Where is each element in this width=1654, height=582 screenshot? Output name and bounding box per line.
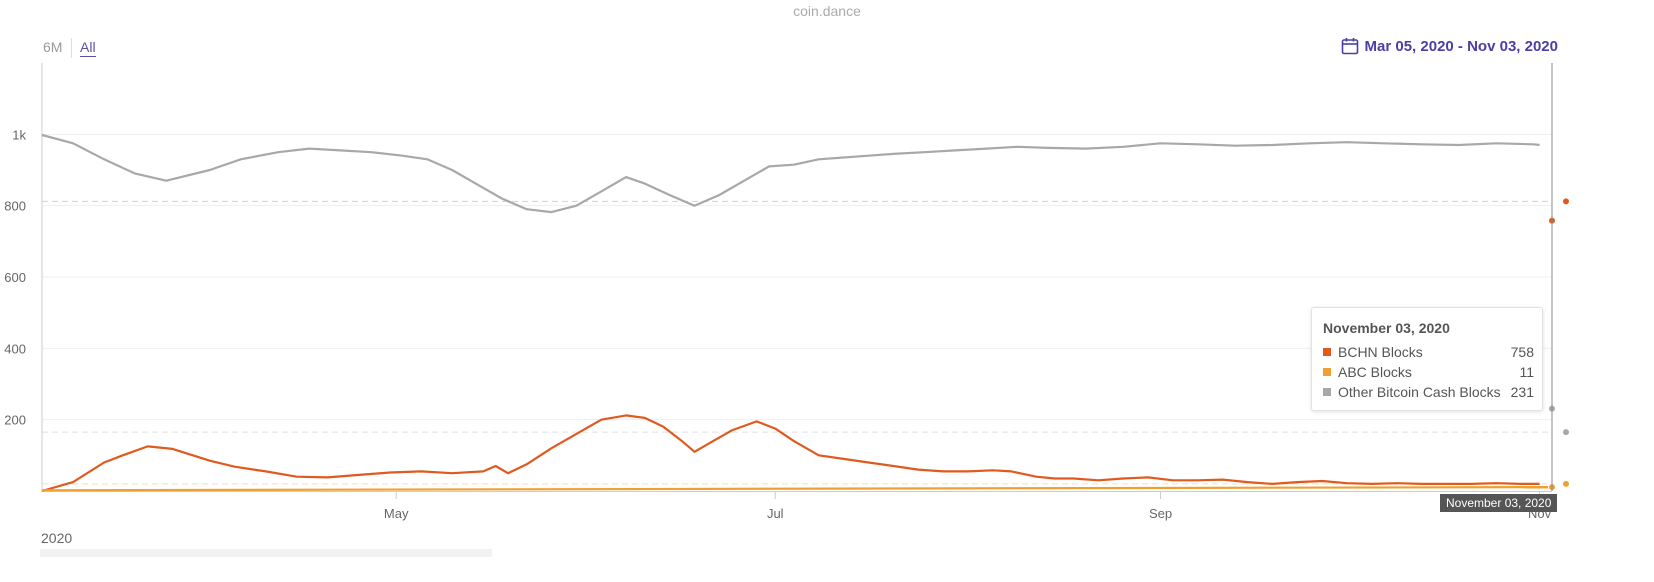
tooltip-series-value: 231 — [1510, 384, 1534, 400]
reference-line-marker — [1563, 198, 1569, 205]
series-line-other-bitcoin-cash-blocks — [41, 133, 1540, 214]
crosshair-date-label: November 03, 2020 — [1440, 494, 1558, 512]
tooltip-swatch-bchn — [1323, 348, 1331, 356]
y-tick-label: 200 — [4, 413, 26, 428]
tooltip-series-value: 758 — [1510, 344, 1534, 360]
tooltip-series-value: 11 — [1519, 364, 1534, 380]
series-line-bchn-blocks — [41, 414, 1540, 493]
x-tick-label: May — [384, 506, 409, 521]
y-tick-label: 800 — [4, 199, 26, 214]
range-separator — [71, 38, 72, 58]
tooltip-swatch-other — [1323, 388, 1331, 396]
y-tick-label: 400 — [4, 341, 26, 356]
navigator-year-label: 2020 — [41, 530, 73, 546]
tooltip-row-abc: ABC Blocks 11 — [1323, 362, 1534, 382]
tooltip-series-name: ABC Blocks — [1338, 364, 1412, 380]
x-tick-label: Sep — [1149, 506, 1172, 521]
reference-line-marker — [1563, 480, 1569, 487]
tooltip-swatch-abc — [1323, 368, 1331, 376]
reference-line-marker — [1563, 429, 1569, 436]
tooltip-series-name: BCHN Blocks — [1338, 344, 1423, 360]
x-tick-label: Jul — [767, 506, 784, 521]
y-tick-label: 1k — [12, 127, 26, 142]
date-range-label: Mar 05, 2020 - Nov 03, 2020 — [1364, 37, 1558, 55]
tooltip-row-bchn: BCHN Blocks 758 — [1323, 342, 1534, 362]
y-tick-label: 600 — [4, 270, 26, 285]
date-range-picker[interactable]: Mar 05, 2020 - Nov 03, 2020 — [1341, 37, 1558, 55]
calendar-icon — [1341, 37, 1359, 55]
chart-credit[interactable]: coin.dance — [793, 3, 861, 19]
series-line-abc-blocks — [41, 486, 1553, 492]
navigator-scrollbar[interactable] — [40, 549, 492, 557]
tooltip-row-other: Other Bitcoin Cash Blocks 231 — [1323, 382, 1534, 402]
tooltip-date: November 03, 2020 — [1323, 320, 1450, 336]
range-6m-button[interactable]: 6M — [43, 39, 63, 55]
tooltip-series-name: Other Bitcoin Cash Blocks — [1338, 384, 1501, 400]
range-all-button[interactable]: All — [80, 39, 96, 57]
chart-tooltip: November 03, 2020 BCHN Blocks 758 ABC Bl… — [1311, 307, 1543, 411]
